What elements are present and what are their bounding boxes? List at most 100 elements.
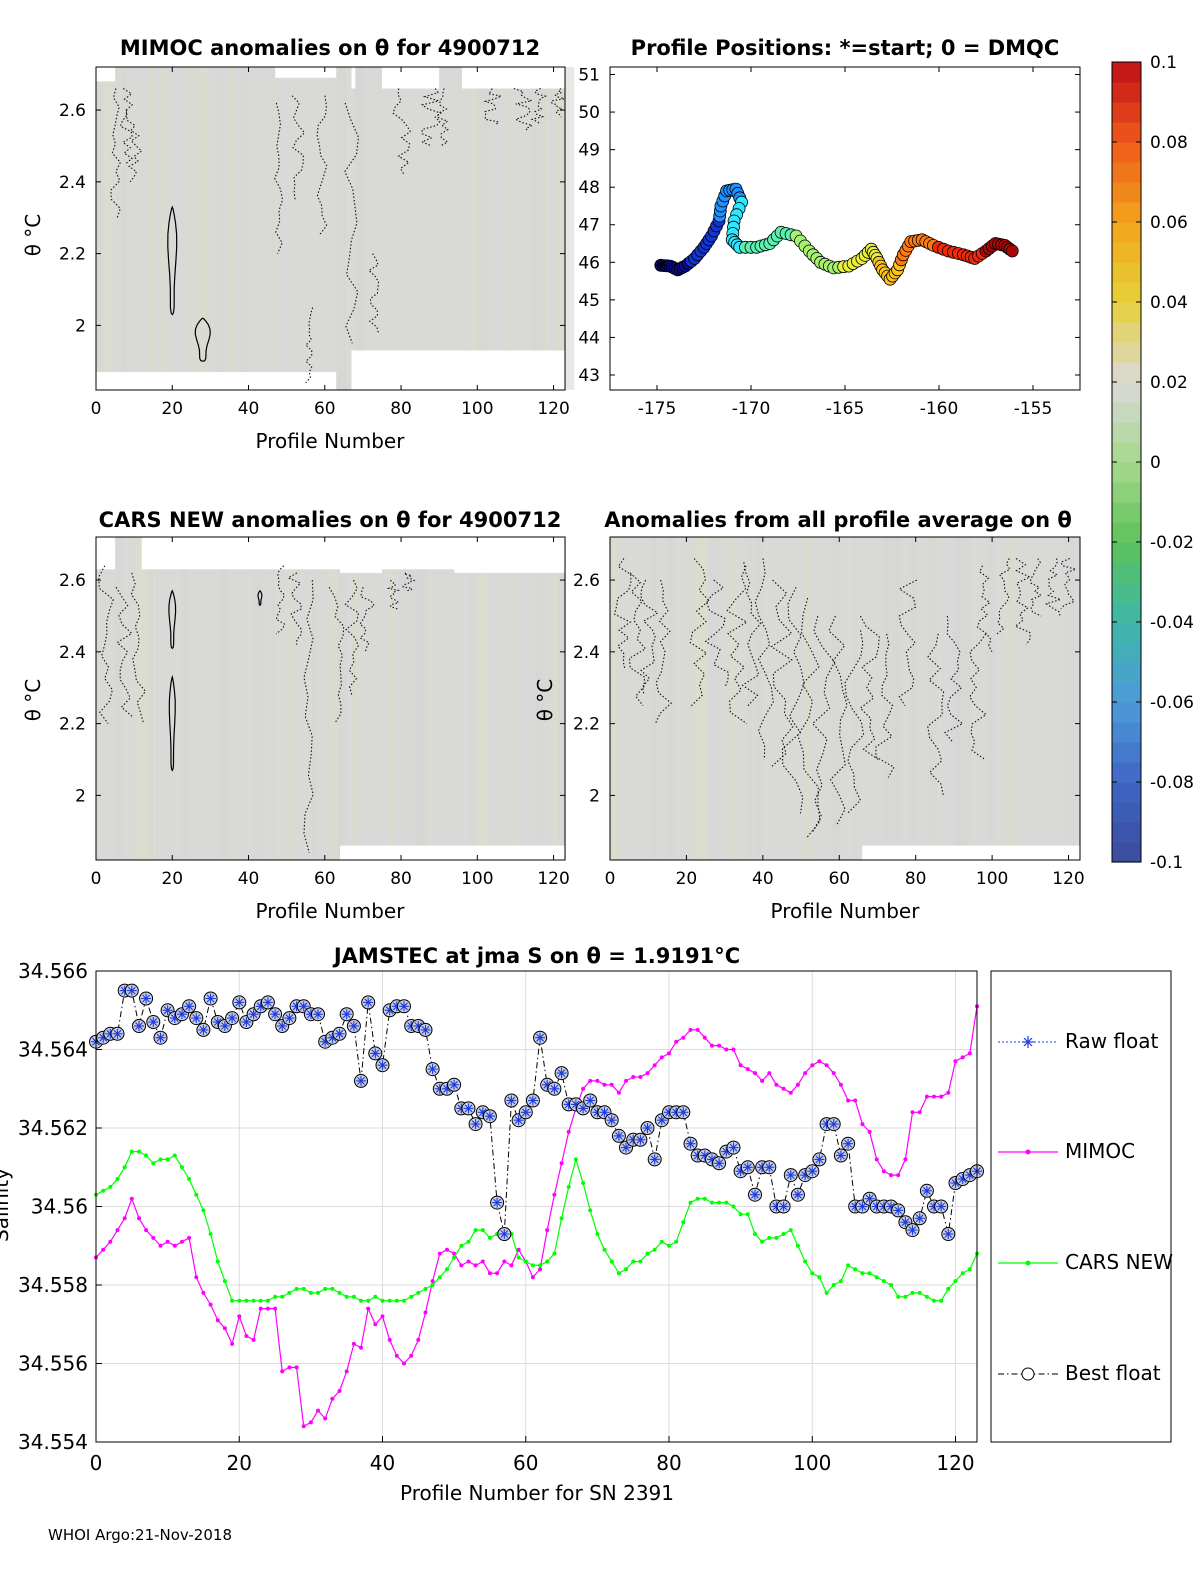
cars-new-point	[523, 1259, 528, 1264]
anomaly-band	[927, 537, 938, 860]
negative-anomaly-contour	[726, 565, 748, 725]
cars-plot-frame	[95, 536, 566, 861]
mimoc-point	[423, 1310, 428, 1315]
cars-new-point	[967, 1267, 972, 1272]
anomaly-band	[696, 537, 707, 860]
mimoc-point	[874, 1157, 879, 1162]
negative-anomaly-contour	[530, 87, 547, 125]
float-sample-marker	[139, 991, 154, 1006]
mimoc-point	[344, 1369, 349, 1374]
y-tick-label: 2	[589, 786, 600, 806]
y-tick-label: 43	[578, 366, 600, 386]
mimoc-point	[137, 1216, 141, 1221]
mimoc-y-label: θ °C	[21, 214, 45, 257]
negative-anomaly-contour	[386, 579, 401, 610]
raw-float-marker	[844, 1139, 852, 1148]
x-tick-label: 40	[370, 1451, 395, 1475]
colorbar-segment	[1112, 202, 1141, 223]
anomaly-band	[198, 67, 207, 390]
cars-anomaly-contours	[98, 565, 416, 853]
anomaly-band	[479, 537, 488, 860]
negative-anomaly-contour	[420, 88, 443, 147]
cars-new-point	[838, 1279, 843, 1284]
mimoc-point	[595, 1078, 600, 1083]
cars-new-point	[860, 1271, 865, 1276]
mimoc-point	[265, 1306, 270, 1311]
float-sample-marker	[361, 995, 376, 1010]
float-sample-marker	[260, 995, 275, 1010]
anomaly-band	[559, 537, 567, 860]
cars-new-point	[115, 1177, 120, 1181]
negative-anomaly-contour	[287, 572, 303, 645]
anomaly-band	[987, 537, 996, 860]
mimoc-point	[881, 1169, 886, 1174]
x-tick-label: -175	[638, 399, 677, 419]
cars-new-point	[953, 1279, 958, 1284]
mimoc-point	[158, 1243, 163, 1248]
cars-new-point	[874, 1275, 879, 1280]
mimoc-point	[946, 1090, 951, 1095]
float-sample-marker	[203, 991, 218, 1006]
cars-new-point	[430, 1283, 435, 1287]
raw-float-marker	[271, 1010, 279, 1019]
raw-float-marker	[657, 1116, 666, 1125]
colorbar-tick-label: 0.08	[1150, 133, 1188, 153]
float-sample-marker	[375, 1058, 390, 1073]
mimoc-point	[631, 1075, 636, 1079]
float-sample-marker	[554, 1066, 569, 1081]
cars-new-point	[373, 1294, 378, 1299]
mimoc-point	[724, 1047, 729, 1052]
raw-float-marker	[908, 1226, 917, 1234]
negative-anomaly-contour	[328, 586, 345, 724]
float-sample-marker	[346, 1019, 361, 1033]
colorbar-segment	[1112, 242, 1141, 263]
anomaly-band	[96, 67, 103, 390]
mimoc-point	[932, 1094, 936, 1099]
cars-new-point	[180, 1165, 184, 1170]
mimoc-point	[337, 1389, 342, 1393]
negative-anomaly-contour	[811, 615, 836, 832]
legend-series-marker	[1025, 1149, 1031, 1155]
mimoc-point	[201, 1290, 206, 1295]
negative-anomaly-contour	[130, 572, 147, 724]
anomaly-band	[535, 537, 543, 860]
negative-anomaly-contour	[640, 579, 659, 695]
average-x-label: Profile Number	[771, 899, 921, 923]
cars-new-point	[946, 1286, 951, 1291]
negative-anomaly-contour	[996, 558, 1011, 635]
missing-data-region	[340, 845, 565, 860]
raw-float-marker	[486, 1112, 494, 1121]
cars-new-point	[566, 1184, 571, 1189]
x-tick-label: 80	[390, 399, 412, 419]
colorbar-segment	[1112, 622, 1141, 643]
anomaly-band	[138, 537, 150, 860]
mimoc-point	[774, 1082, 779, 1087]
x-tick-label: 0	[91, 399, 102, 419]
anomaly-band	[387, 537, 393, 860]
cars-new-point	[702, 1196, 707, 1201]
positive-anomaly-contour	[168, 589, 177, 650]
float-sample-marker	[583, 1093, 598, 1108]
anomaly-band	[610, 537, 621, 860]
cars-new-point	[416, 1290, 421, 1295]
cars-new-point	[595, 1232, 600, 1236]
cars-new-point	[803, 1259, 808, 1264]
colorbar-tick-label: -0.08	[1150, 773, 1194, 793]
raw-float-marker	[557, 1069, 566, 1077]
float-sample-marker	[783, 1168, 798, 1183]
cars-new-point	[674, 1239, 679, 1244]
float-sample-marker	[525, 1093, 540, 1108]
cars-new-point	[158, 1157, 163, 1162]
cars-new-point	[788, 1228, 793, 1233]
float-sample-marker	[790, 1187, 805, 1202]
anomaly-band	[891, 537, 902, 860]
anomaly-band	[652, 537, 657, 860]
raw-float-marker	[235, 998, 244, 1007]
mimoc-point	[731, 1047, 736, 1052]
float-sample-marker	[640, 1121, 655, 1135]
mimoc-point	[588, 1078, 593, 1083]
negative-anomaly-contour	[344, 579, 360, 696]
cars-new-point	[602, 1247, 607, 1252]
anomaly-band	[550, 537, 558, 860]
